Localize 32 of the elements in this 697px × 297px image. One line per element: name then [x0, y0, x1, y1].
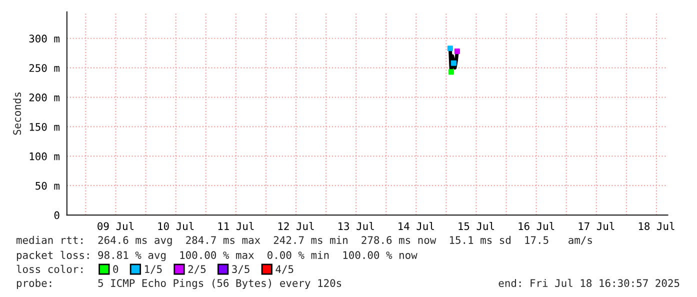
x-tick-label: 14 Jul	[398, 222, 434, 230]
legend-label: 3/5	[232, 265, 250, 274]
y-tick-label: 50 m	[36, 182, 60, 190]
legend-label: 0	[113, 265, 118, 274]
x-tick-label: 18 Jul	[638, 222, 674, 230]
x-tick-label: 17 Jul	[578, 222, 614, 230]
x-tick-label: 10 Jul	[158, 222, 194, 230]
y-tick-label: 150 m	[30, 122, 60, 131]
x-tick-label: 15 Jul	[458, 222, 494, 230]
text: packet loss: 98.81 % avg 100.00 % max 0.00 % min 100.00 % now	[16, 250, 418, 262]
x-tick-label: 13 Jul	[338, 222, 374, 230]
point	[447, 46, 453, 52]
y-axis-title: Seconds	[12, 92, 22, 135]
point	[450, 60, 456, 66]
x-tick-label: 12 Jul	[278, 222, 314, 230]
y-tick-label: 250 m	[29, 64, 60, 72]
point	[454, 48, 460, 54]
y-tick-label: 200 m	[29, 94, 60, 102]
x-tick-label: 09 Jul	[98, 222, 134, 230]
legend-label: 2/5	[188, 265, 206, 274]
y-tick-label: 0	[54, 211, 60, 220]
y-tick-label: 300 m	[29, 34, 60, 43]
legend-title: loss color:	[16, 264, 82, 274]
point	[448, 69, 454, 75]
text: end: Fri Jul 18 16:30:57 2025	[498, 278, 680, 288]
text: probe: 5 ICMP Echo Pings (56 Bytes) every 120s	[16, 278, 342, 290]
x-tick-label: 16 Jul	[518, 222, 554, 230]
text: median rtt: 264.6 ms avg 284.7 ms max 242.7 ms min 278.6 ms now 15.1 ms sd 17.5 am/s	[16, 236, 592, 246]
y-tick-label: 100 m	[30, 152, 60, 160]
legend-label: 4/5	[276, 265, 294, 274]
x-tick-label: 11 Jul	[218, 222, 254, 230]
legend-label: 1/5	[145, 265, 162, 274]
